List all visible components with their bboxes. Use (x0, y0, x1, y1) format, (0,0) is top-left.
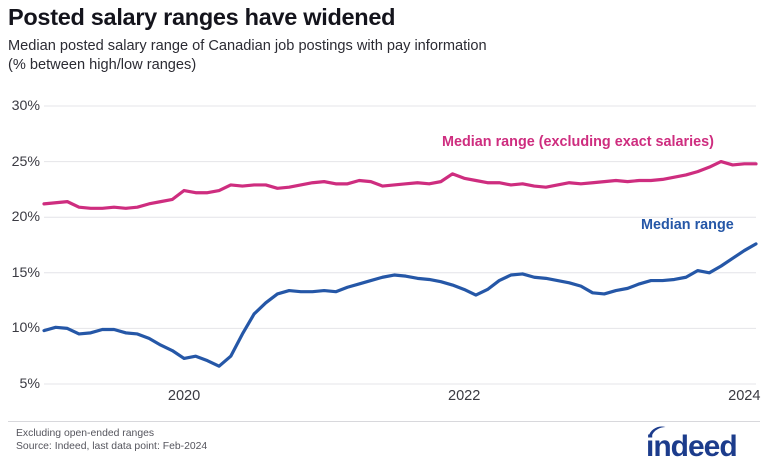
x-axis-tick-label: 2022 (447, 388, 481, 404)
series-line-median-range (42, 242, 758, 368)
series-paths (42, 160, 758, 368)
y-axis-tick-label: 15% (11, 264, 40, 281)
page-title: Posted salary ranges have widened (8, 4, 396, 30)
y-axis-tick-label: 5% (19, 376, 40, 392)
y-axis-tick-label: 25% (11, 153, 40, 170)
source-note: Excluding open-ended ranges Source: Inde… (16, 428, 208, 452)
gridlines (44, 105, 756, 385)
footer-divider (8, 421, 760, 422)
indeed-logo: indeed (646, 426, 738, 463)
svg-text:indeed: indeed (646, 430, 737, 463)
y-axis-tick-label: 10% (11, 320, 40, 337)
series-label-excluding-exact: Median range (excluding exact salaries) (442, 134, 714, 150)
x-axis-tick-label: 2024 (728, 388, 761, 404)
y-axis-tick-label: 30% (11, 98, 40, 114)
series-line-excluding-exact (42, 160, 758, 210)
y-axis-tick-label: 20% (11, 209, 40, 226)
x-axis-tick-label: 2020 (167, 388, 201, 404)
series-label-median-range: Median range (641, 217, 734, 233)
chart-subtitle: Median posted salary range of Canadian j… (8, 38, 487, 73)
